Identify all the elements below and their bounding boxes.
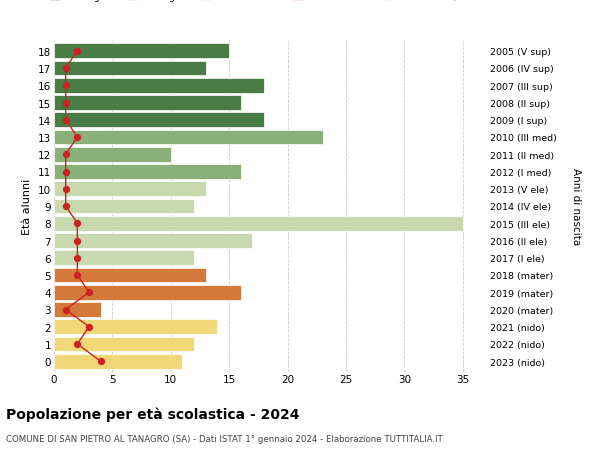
Bar [54,251,194,265]
Bar [54,217,463,231]
Bar [54,96,241,111]
Bar [54,165,241,179]
Point [61,185,70,193]
Bar [54,148,171,162]
Point [61,117,70,124]
Bar [54,302,101,317]
Point [73,134,82,141]
Point [84,289,94,297]
Text: Popolazione per età scolastica - 2024: Popolazione per età scolastica - 2024 [6,406,299,421]
Point [96,358,106,365]
Y-axis label: Età alunni: Età alunni [22,179,32,235]
Bar [54,182,206,196]
Bar [54,337,194,352]
Bar [54,285,241,300]
Bar [54,199,194,214]
Bar [54,62,206,76]
Point [73,48,82,55]
Bar [54,354,182,369]
Bar [54,45,229,59]
Text: COMUNE DI SAN PIETRO AL TANAGRO (SA) - Dati ISTAT 1° gennaio 2024 - Elaborazione: COMUNE DI SAN PIETRO AL TANAGRO (SA) - D… [6,434,443,443]
Point [73,272,82,279]
Bar [54,113,264,128]
Legend: Sec. II grado, Sec. I grado, Scuola Primaria, Scuola Infanzia, Asilo Nido, Stran: Sec. II grado, Sec. I grado, Scuola Prim… [50,0,502,2]
Point [61,168,70,176]
Point [73,341,82,348]
Point [61,83,70,90]
Point [61,100,70,107]
Point [73,220,82,227]
Point [73,237,82,245]
Point [73,254,82,262]
Bar [54,79,264,93]
Point [61,151,70,159]
Bar [54,268,206,283]
Point [61,65,70,73]
Point [84,323,94,330]
Bar [54,130,323,145]
Point [61,203,70,210]
Bar [54,320,217,334]
Point [61,306,70,313]
Bar [54,234,253,248]
Y-axis label: Anni di nascita: Anni di nascita [571,168,581,245]
